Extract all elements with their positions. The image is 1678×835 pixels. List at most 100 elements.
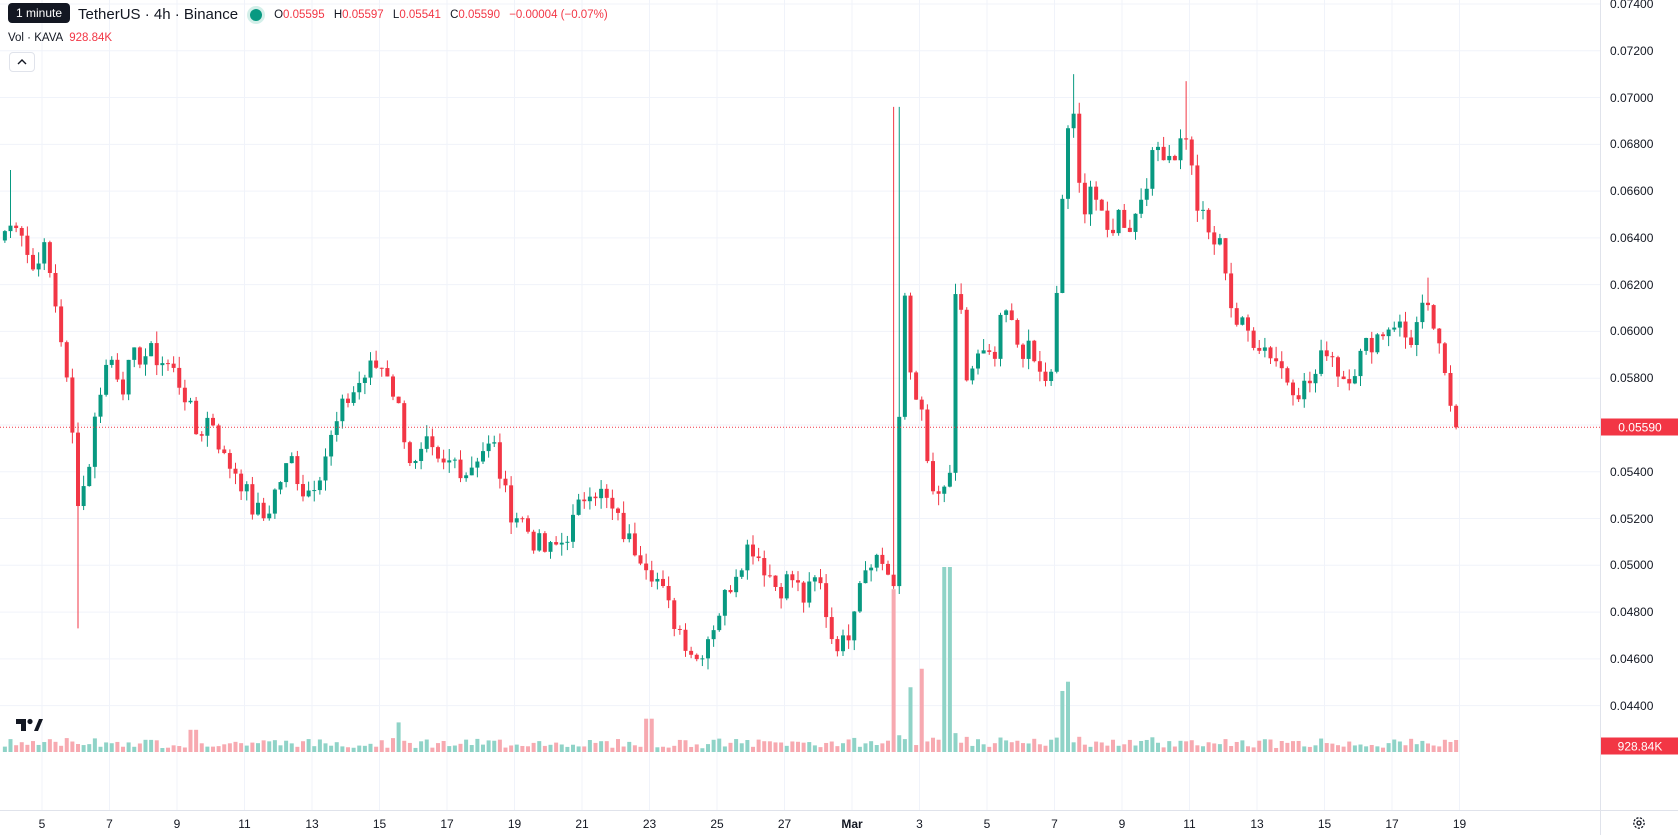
candle-body <box>599 488 604 499</box>
volume-bar <box>481 744 485 752</box>
candle-body <box>542 533 547 552</box>
candle-body <box>1082 182 1087 215</box>
candle-body <box>1229 273 1234 309</box>
candle-body <box>239 473 244 492</box>
time-tick-label: 11 <box>1183 817 1196 831</box>
volume-bar <box>964 736 969 752</box>
open-value: 0.05595 <box>283 8 325 21</box>
candle-body <box>250 484 255 515</box>
candle-body <box>1094 186 1099 200</box>
volume-label[interactable]: Vol · KAVA <box>8 32 64 44</box>
time-tick-label: 27 <box>777 817 792 831</box>
candle-body <box>796 580 800 583</box>
candle-body <box>115 359 120 380</box>
volume-bar <box>1077 736 1082 752</box>
volume-bar <box>452 745 457 752</box>
candle-body <box>1054 292 1059 372</box>
volume-bar <box>87 744 92 752</box>
candle-body <box>1313 373 1318 384</box>
candle-body <box>976 353 980 369</box>
volume-bar <box>998 737 1003 752</box>
volume-bar <box>931 737 935 752</box>
volume-bar <box>1201 746 1205 752</box>
volume-bar <box>396 722 401 752</box>
volume-bar <box>1004 740 1009 752</box>
time-tick-label: 25 <box>710 817 724 831</box>
candle-body <box>1392 327 1397 330</box>
candlestick-chart[interactable] <box>0 0 1600 810</box>
volume-bar <box>728 742 733 752</box>
volume-bar <box>1426 743 1430 752</box>
volume-bar <box>272 740 277 752</box>
time-tick-label: 3 <box>916 817 923 831</box>
candle-body <box>424 436 429 449</box>
candle-body <box>396 396 401 404</box>
candle-body <box>1088 186 1093 215</box>
volume-bar <box>19 742 24 752</box>
candle-body <box>1189 139 1194 166</box>
candle-body <box>1251 330 1256 348</box>
candle-body <box>317 480 322 491</box>
candle-body <box>627 533 632 540</box>
candle-body <box>334 421 339 435</box>
volume-bar <box>891 589 896 752</box>
volume-bar <box>992 743 997 752</box>
volume-bar <box>1448 741 1453 752</box>
time-tick-label: 11 <box>238 817 251 831</box>
candle-body <box>857 583 862 612</box>
volume-bar <box>430 747 435 752</box>
volume-bar <box>194 729 199 752</box>
volume-bar <box>1392 739 1397 752</box>
price-scale[interactable]: 0.07400 0.07200 0.07000 0.06800 0.06600 0.064… <box>1600 0 1678 810</box>
candle-body <box>19 228 24 236</box>
candle-body <box>1285 368 1290 383</box>
volume-bar <box>1319 738 1324 752</box>
volume-bar <box>379 740 384 752</box>
volume-bar <box>199 743 204 752</box>
candle-body <box>818 577 823 584</box>
candle-body <box>1161 146 1166 161</box>
time-scale[interactable]: 5 7 9 11 13 15 17 19 21 23 25 27 Mar 3 5 7 9 11 13 15 17 19 <box>0 810 1600 835</box>
volume-bar <box>323 743 328 752</box>
candle-body <box>92 416 97 467</box>
volume-bar <box>70 741 75 752</box>
volume-bar <box>717 738 722 752</box>
volume-bar <box>571 744 575 752</box>
last-price-tag: 0.05590 <box>1601 418 1678 436</box>
volume-bar <box>1066 681 1070 752</box>
gear-icon[interactable] <box>1631 815 1647 831</box>
volume-bar <box>2 746 7 752</box>
candle-body <box>481 451 485 462</box>
chart-pane[interactable]: 1 minute TetherUS · 4h · Binance O0.0559… <box>0 0 1600 810</box>
volume-bar <box>1054 737 1059 752</box>
candle-body <box>87 466 92 487</box>
candle-body <box>385 368 390 377</box>
candle-body <box>8 225 13 232</box>
candle-body <box>272 489 277 514</box>
volume-bar <box>1094 741 1099 752</box>
volume-bar <box>1330 743 1335 752</box>
time-tick-label: 21 <box>575 817 589 831</box>
volume-bar <box>722 746 727 752</box>
candle-body <box>1375 334 1380 353</box>
candle-body <box>14 225 19 229</box>
volume-bar <box>1009 742 1014 752</box>
price-tick-label: 0.04800 <box>1610 605 1654 620</box>
volume-bar <box>1178 740 1183 752</box>
volume-bar <box>599 741 604 752</box>
time-tick-label: 9 <box>1118 817 1126 831</box>
volume-bar <box>104 742 109 752</box>
volume-bar <box>458 743 463 752</box>
volume-bar <box>576 746 581 752</box>
candle-body <box>188 400 193 403</box>
candle-body <box>171 363 176 368</box>
volume-bar <box>1442 739 1447 752</box>
candle-body <box>1437 328 1442 344</box>
symbol-title[interactable]: TetherUS · 4h · Binance <box>78 6 239 23</box>
candle-body <box>149 343 154 357</box>
collapse-legend-button[interactable] <box>9 52 35 72</box>
volume-bar <box>385 747 390 752</box>
volume-bar <box>1060 690 1065 752</box>
tradingview-logo-icon[interactable] <box>12 712 46 738</box>
volume-bar <box>520 745 525 752</box>
